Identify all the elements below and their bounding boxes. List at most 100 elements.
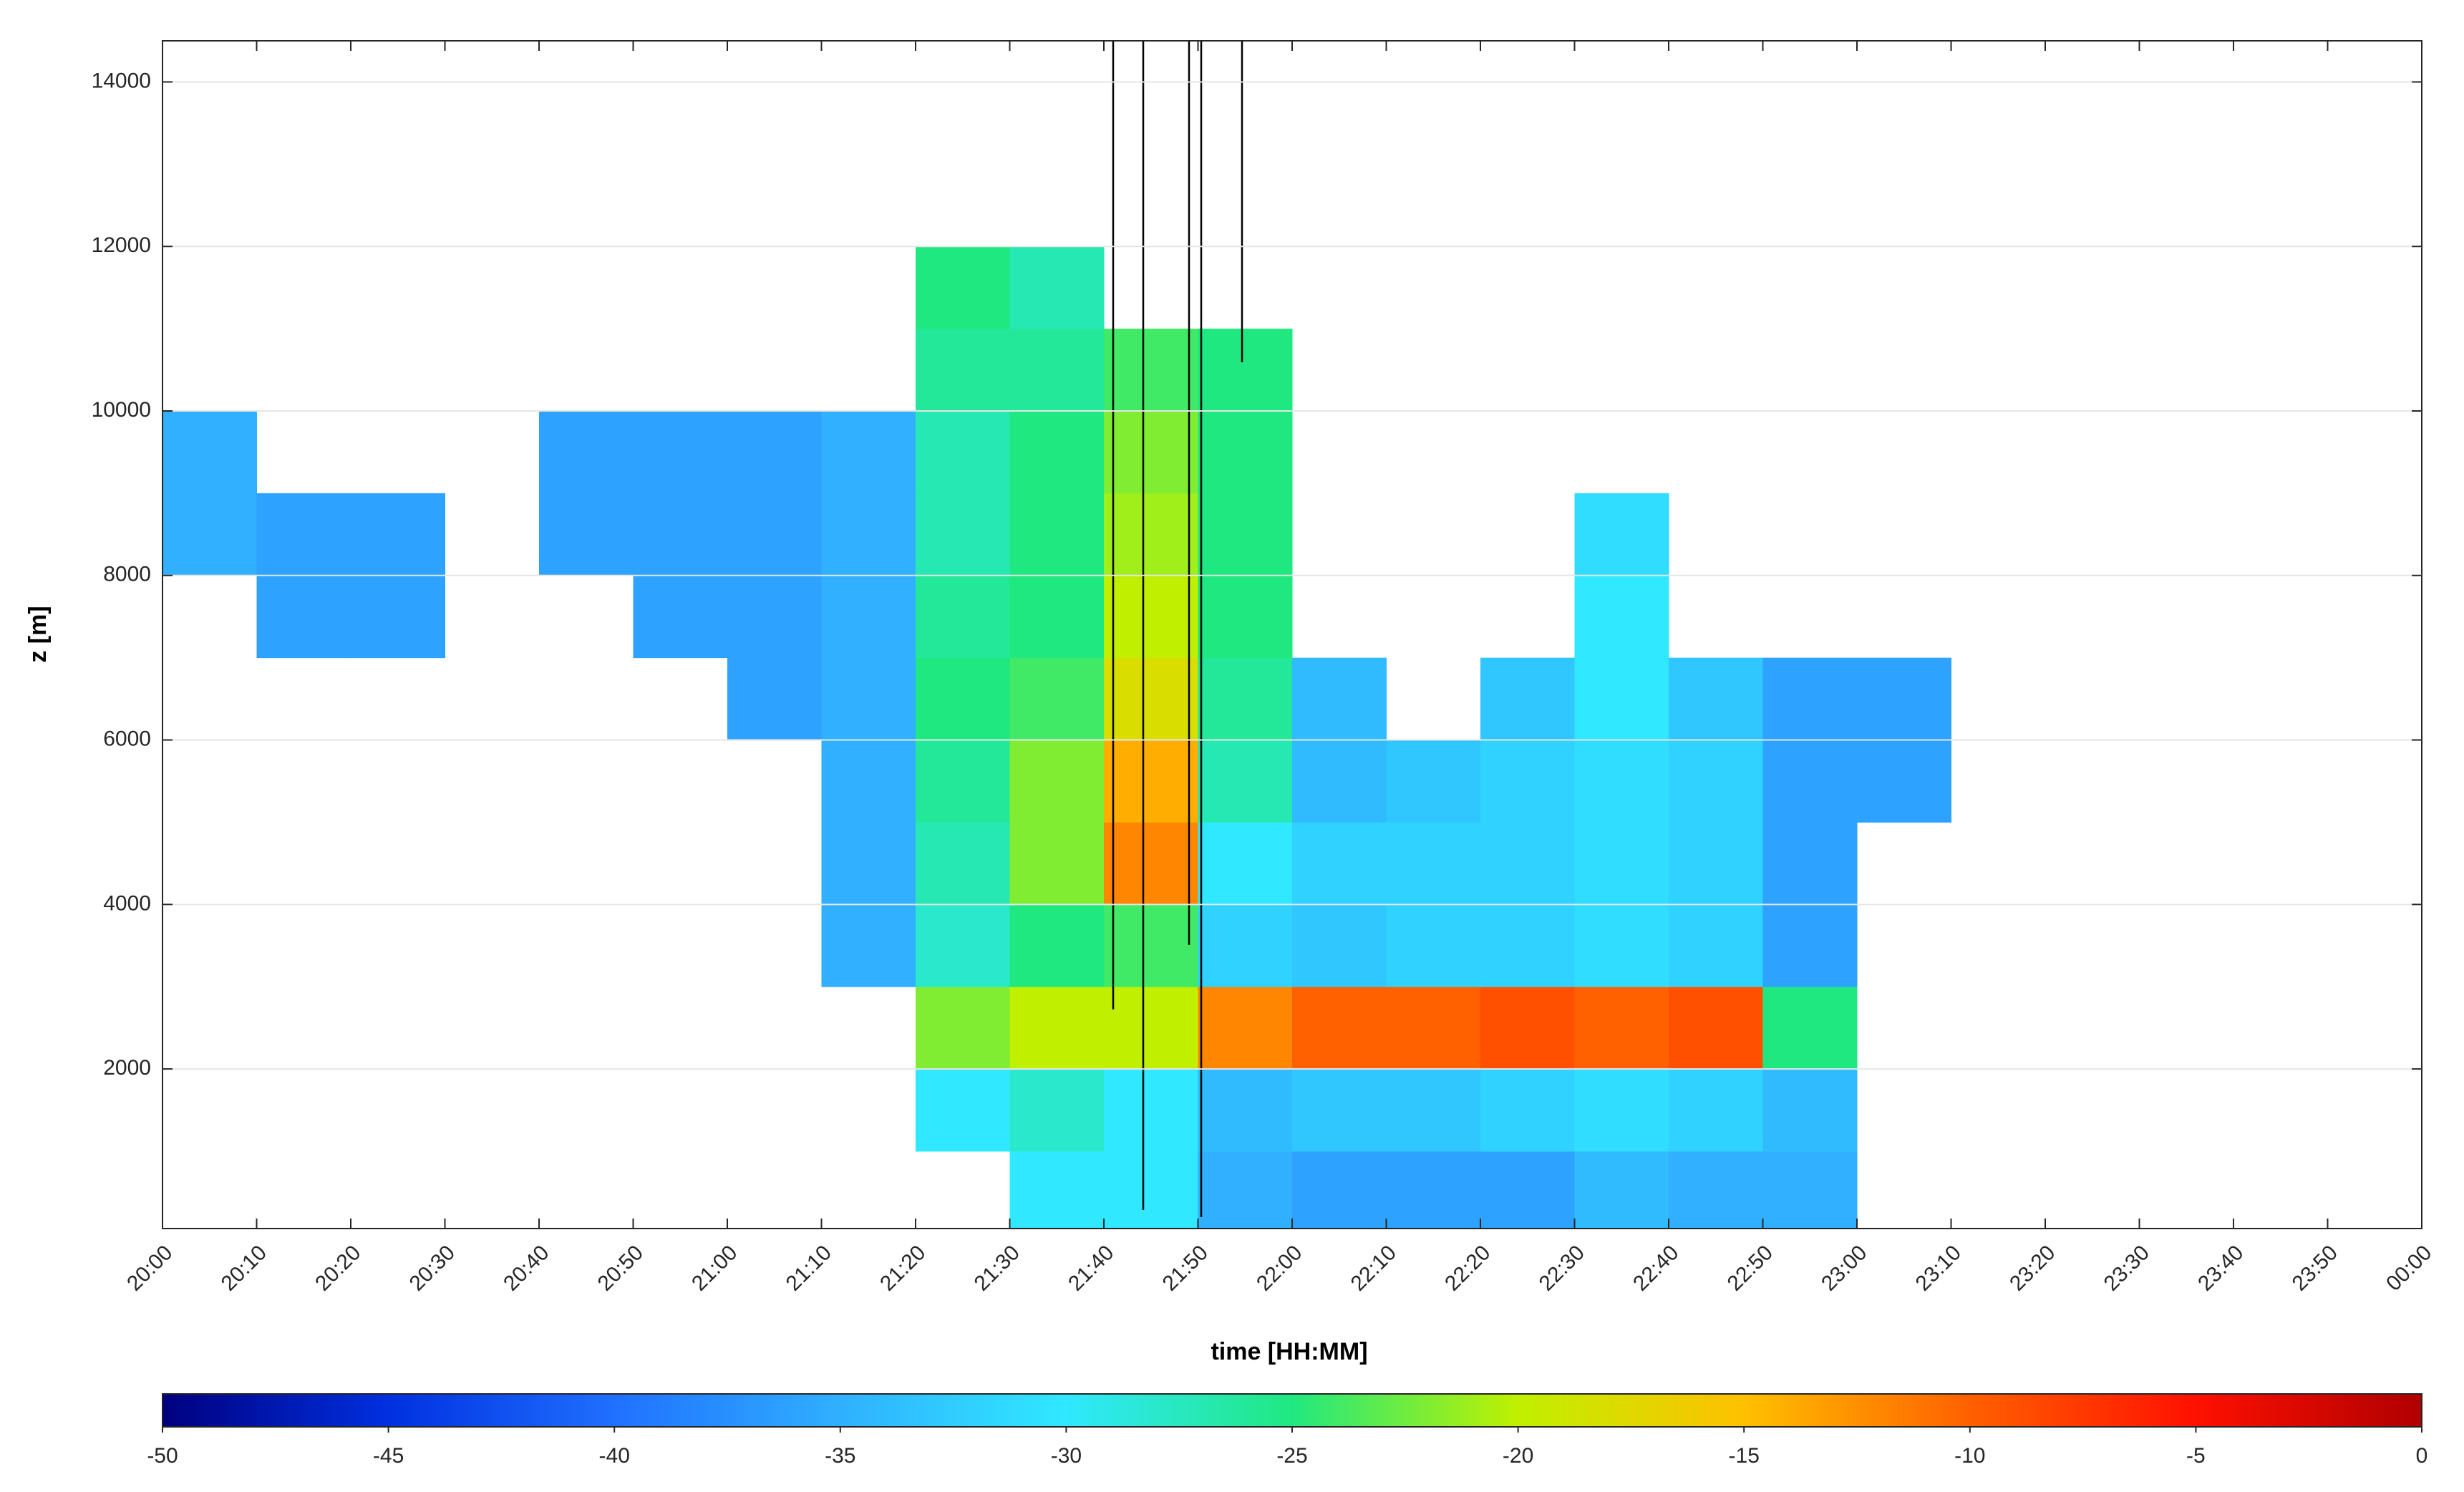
heatmap-cell [1198,1069,1293,1152]
x-tick-label: 22:50 [1723,1241,1777,1295]
x-tick-label: 20:20 [311,1241,365,1295]
heatmap-cell [1104,740,1198,823]
heatmap-cell [1198,987,1293,1070]
heatmap-cell [1386,822,1481,905]
x-tick-label: 23:20 [2005,1241,2060,1295]
heatmap-cell [1104,904,1198,987]
heatmap-cell [727,493,822,576]
heatmap-cell [1009,329,1105,412]
x-tick-label: 23:40 [2193,1241,2248,1295]
x-tick-label: 23:10 [1911,1241,1966,1295]
heatmap-cell [1198,740,1293,823]
colorbar-tick-label: -15 [1729,1444,1760,1468]
heatmap-cell [727,657,822,741]
y-tick-label: 14000 [92,69,151,92]
heatmap-cell [1104,987,1198,1070]
heatmap-cell [1198,822,1293,905]
heatmap-cell [1669,1151,1763,1229]
heatmap-cell [916,657,1010,741]
heatmap-cell [1009,246,1105,329]
heatmap-cell [1762,657,1858,741]
heatmap-cell [163,411,257,494]
x-tick-label: 22:00 [1252,1241,1306,1295]
x-tick-label: 20:40 [499,1241,553,1295]
x-tick-label: 23:50 [2288,1241,2342,1295]
heatmap [163,246,1951,1229]
heatmap-cell [1762,904,1858,987]
x-tick-label: 21:20 [876,1241,930,1295]
heatmap-cell [916,575,1010,659]
x-tick-label: 22:20 [1440,1241,1495,1295]
y-tick-label: 4000 [103,891,151,915]
colorbar-tick-label: -30 [1051,1444,1082,1468]
heatmap-cell [1104,411,1198,494]
x-tick-label: 21:50 [1158,1241,1213,1295]
heatmap-cell [1198,1151,1293,1229]
heatmap-cell [1009,822,1105,905]
x-tick-label: 20:50 [593,1241,648,1295]
heatmap-cell [1104,1151,1198,1229]
heatmap-cell [1669,657,1763,741]
heatmap-cell [916,740,1010,823]
heatmap-cell [633,411,728,494]
heatmap-cell [1009,657,1105,741]
heatmap-cell [1480,1151,1575,1229]
heatmap-cell [1009,904,1105,987]
heatmap-cell [1857,657,1951,741]
y-tick-label: 6000 [103,727,151,750]
heatmap-cell [1386,1069,1481,1152]
heatmap-cell [1009,1151,1105,1229]
heatmap-cell [1292,657,1387,741]
heatmap-cell [1104,1069,1198,1152]
colorbar-tick-label: -25 [1276,1444,1307,1468]
heatmap-cell [1386,740,1481,823]
heatmap-cell [1574,575,1669,659]
heatmap-cell [727,411,822,494]
heatmap-cell [351,575,445,659]
heatmap-cell [1386,1151,1481,1229]
x-axis-label: time [HH:MM] [1211,1338,1367,1365]
heatmap-cell [821,493,916,576]
heatmap-cell [1762,822,1858,905]
colorbar-tick-label: -40 [599,1444,630,1468]
heatmap-cell [539,411,634,494]
heatmap-cell [633,493,728,576]
heatmap-cell [1480,822,1575,905]
heatmap-cell [1386,987,1481,1070]
heatmap-cell [1480,904,1575,987]
heatmap-cell [1292,822,1387,905]
heatmap-cell [1574,657,1669,741]
heatmap-cell [1480,657,1575,741]
y-tick-label: 2000 [103,1056,151,1080]
heatmap-cell [1669,987,1763,1070]
heatmap-cell [1480,1069,1575,1152]
heatmap-cell [916,493,1010,576]
heatmap-cell [1009,740,1105,823]
heatmap-cell [1009,493,1105,576]
x-tick-label: 00:00 [2382,1241,2436,1295]
heatmap-cell [1198,493,1293,576]
profile-lines [1112,41,1243,1217]
heatmap-cell [1292,740,1387,823]
heatmap-cell [1009,575,1105,659]
heatmap-cell [1292,904,1387,987]
y-tick-label: 8000 [103,563,151,586]
heatmap-cell [1480,740,1575,823]
heatmap-cell [1198,329,1293,412]
heatmap-cell [1574,1069,1669,1152]
x-tick-label: 21:40 [1064,1241,1118,1295]
heatmap-cell [1669,904,1763,987]
heatmap-cell [1292,1151,1387,1229]
heatmap-cell [256,575,351,659]
heatmap-cell [1574,493,1669,576]
heatmap-cell [916,904,1010,987]
heatmap-cell [1292,1069,1387,1152]
heatmap-cell [821,657,916,741]
heatmap-cell [1009,411,1105,494]
x-tick-label: 22:30 [1535,1241,1589,1295]
heatmap-cell [1574,987,1669,1070]
heatmap-cell [633,575,728,659]
heatmap-cell [1104,329,1198,412]
heatmap-cell [916,822,1010,905]
